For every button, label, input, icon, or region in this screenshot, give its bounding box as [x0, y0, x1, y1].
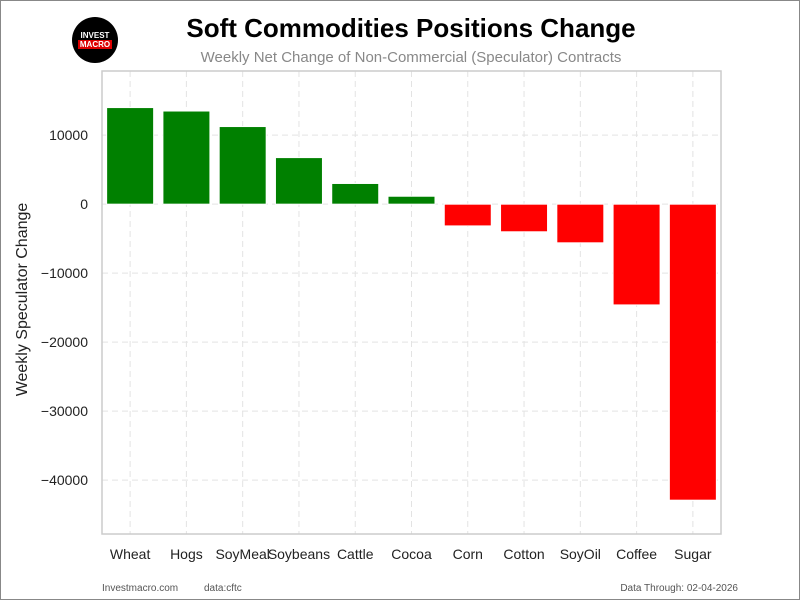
- bar-cotton: [500, 203, 549, 233]
- bar-sugar: [668, 203, 717, 501]
- plot-border: [101, 70, 722, 535]
- x-tick-label: Cattle: [337, 546, 374, 562]
- bar-soyoil: [556, 203, 605, 244]
- bar-wheat: [106, 107, 155, 205]
- x-tick-label: Sugar: [674, 546, 712, 562]
- x-tick-label: Cocoa: [391, 546, 432, 562]
- x-tick-label: Hogs: [170, 546, 203, 562]
- y-tick-label: −40000: [41, 472, 88, 488]
- y-tick-label: −10000: [41, 265, 88, 281]
- x-tick-label: SoyOil: [560, 546, 601, 562]
- x-tick-label: Wheat: [110, 546, 151, 562]
- x-tick-label: SoyMeal: [215, 546, 269, 562]
- bar-coffee: [612, 203, 661, 306]
- footer-source: data:cftc: [204, 583, 242, 594]
- footer-date: Data Through: 02-04-2026: [620, 583, 738, 594]
- investmacro-logo: INVEST MACRO: [72, 17, 118, 63]
- chart-title: Soft Commodities Positions Change: [186, 13, 636, 43]
- x-tick-label: Soybeans: [268, 546, 330, 562]
- x-tick-label: Coffee: [616, 546, 657, 562]
- footer-site: Investmacro.com: [102, 583, 179, 594]
- x-tick-label: Cotton: [503, 546, 544, 562]
- bar-soybeans: [274, 157, 323, 205]
- chart-subtitle: Weekly Net Change of Non-Commercial (Spe…: [200, 49, 622, 66]
- y-tick-label: −30000: [41, 403, 88, 419]
- bar-cattle: [331, 182, 380, 205]
- bar-hogs: [162, 110, 211, 205]
- y-tick-label: 10000: [49, 127, 88, 143]
- x-tick-label: Corn: [453, 546, 483, 562]
- y-axis-label: Weekly Speculator Change: [14, 203, 31, 397]
- y-tick-label: −20000: [41, 334, 88, 350]
- bar-soymeal: [218, 126, 267, 205]
- bar-corn: [443, 203, 492, 227]
- bar-cocoa: [387, 195, 436, 205]
- y-tick-label: 0: [80, 196, 88, 212]
